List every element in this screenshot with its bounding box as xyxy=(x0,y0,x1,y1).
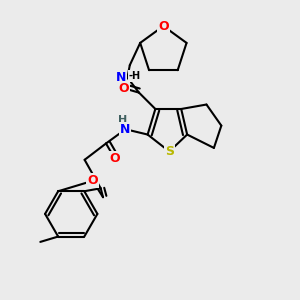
Text: H: H xyxy=(118,115,128,125)
Text: S: S xyxy=(165,145,174,158)
Text: O: O xyxy=(118,82,129,95)
Text: N: N xyxy=(119,123,130,136)
Text: O: O xyxy=(158,20,169,33)
Text: O: O xyxy=(110,152,120,165)
Text: -H: -H xyxy=(129,71,141,81)
Text: O: O xyxy=(87,174,98,187)
Text: N: N xyxy=(116,71,126,84)
